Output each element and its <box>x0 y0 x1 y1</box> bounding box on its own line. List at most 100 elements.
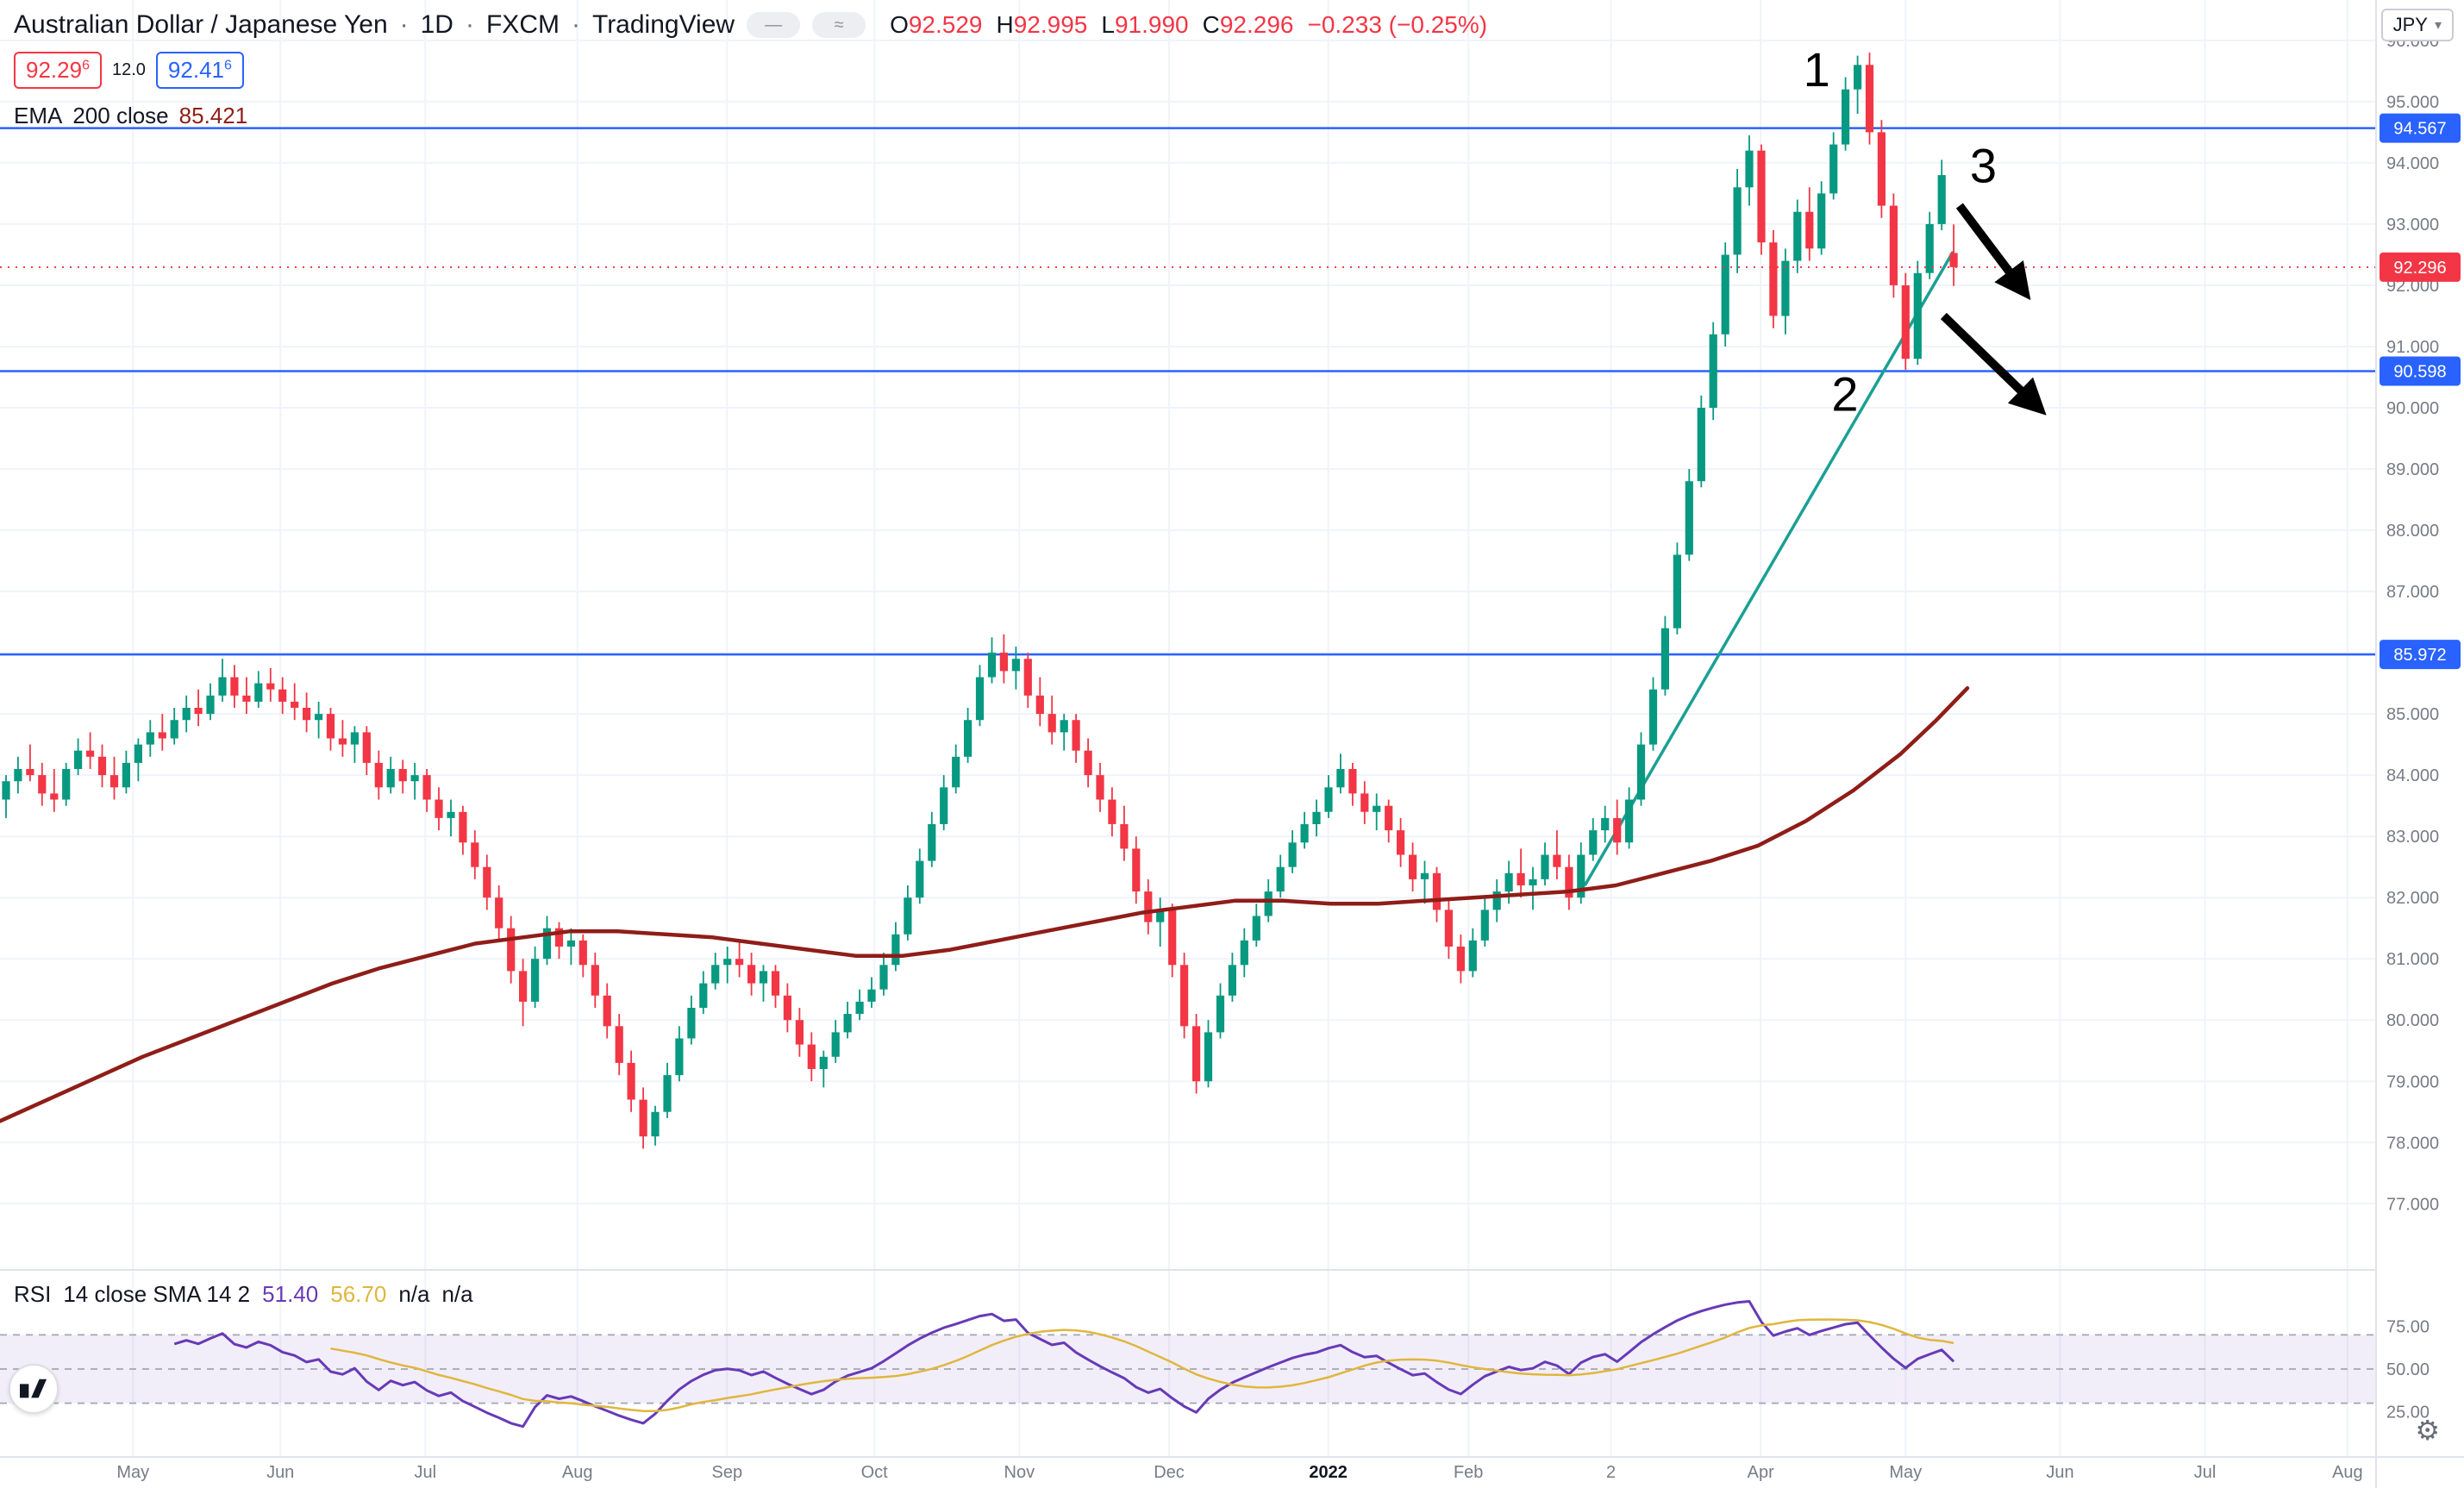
svg-text:88.000: 88.000 <box>2386 522 2439 541</box>
svg-text:Apr: Apr <box>1748 1463 1774 1482</box>
high-value: 92.995 <box>1013 11 1088 38</box>
open-value: 92.529 <box>908 11 983 38</box>
rsi-name: RSI <box>14 1281 52 1307</box>
currency-unit-dropdown[interactable]: JPY ▾ <box>2380 9 2454 41</box>
svg-text:94.000: 94.000 <box>2386 154 2439 173</box>
svg-text:50.00: 50.00 <box>2386 1360 2430 1379</box>
separator-dot: · <box>571 10 580 39</box>
ask-sup-digit: 6 <box>224 58 232 73</box>
buy-price-button[interactable]: 92.416 <box>155 52 244 90</box>
svg-text:Aug: Aug <box>2332 1463 2363 1482</box>
svg-text:85.972: 85.972 <box>2393 646 2446 665</box>
price-axis[interactable] <box>2376 0 2464 1488</box>
ema-200-line[interactable] <box>0 685 1970 1123</box>
svg-text:92.296: 92.296 <box>2393 259 2446 278</box>
axis-price-badge[interactable] <box>2380 356 2461 386</box>
svg-text:87.000: 87.000 <box>2386 583 2439 602</box>
svg-text:91.000: 91.000 <box>2386 338 2439 357</box>
svg-text:95.000: 95.000 <box>2386 93 2439 112</box>
svg-text:80.000: 80.000 <box>2386 1011 2439 1030</box>
svg-text:93.000: 93.000 <box>2386 216 2439 234</box>
spread-value: 12.0 <box>111 60 146 80</box>
svg-text:Oct: Oct <box>861 1463 889 1482</box>
wave-label[interactable]: 2 <box>1831 367 1858 422</box>
svg-text:Jun: Jun <box>2046 1463 2073 1482</box>
svg-text:Feb: Feb <box>1454 1463 1483 1482</box>
trend-line[interactable] <box>1583 251 1954 886</box>
rsi-sma-line <box>330 1318 1954 1413</box>
separator-dot: · <box>399 10 409 39</box>
rsi-na-value-2: n/a <box>441 1281 473 1307</box>
svg-text:May: May <box>116 1463 149 1482</box>
sell-price-button[interactable]: 92.296 <box>14 52 102 90</box>
svg-text:Aug: Aug <box>562 1463 593 1482</box>
axis-price-badge[interactable] <box>2380 640 2461 670</box>
rsi-na-value-1: n/a <box>398 1281 430 1307</box>
svg-text:82.000: 82.000 <box>2386 889 2439 908</box>
separator-dot: · <box>465 10 474 39</box>
exchange-label[interactable]: FXCM <box>485 10 560 39</box>
svg-text:84.000: 84.000 <box>2386 766 2439 785</box>
rsi-params: 14 close SMA 14 2 <box>63 1281 251 1307</box>
rsi-legend-row[interactable]: RSI 14 close SMA 14 2 51.40 56.70 n/a n/… <box>14 1281 473 1308</box>
chart-legend: Australian Dollar / Japanese Yen · 1D · … <box>14 10 1487 129</box>
close-value: 92.296 <box>1219 11 1294 38</box>
ema-legend-row[interactable]: EMA 200 close 85.421 <box>14 103 1487 129</box>
svg-text:May: May <box>1889 1463 1922 1482</box>
svg-text:90.598: 90.598 <box>2393 363 2446 382</box>
svg-text:Jul: Jul <box>2194 1463 2217 1482</box>
close-label: C <box>1202 11 1220 38</box>
svg-text:Sep: Sep <box>712 1463 743 1482</box>
bid-ask-row: 92.296 12.0 92.416 <box>14 52 1487 90</box>
svg-text:Jun: Jun <box>266 1463 294 1482</box>
chevron-down-icon: ▾ <box>2434 18 2442 33</box>
tradingview-logo-mark <box>20 1379 47 1398</box>
svg-text:2: 2 <box>1606 1463 1616 1482</box>
price-tick-labels: 96.00095.00094.00093.00092.00091.00090.0… <box>2386 32 2439 1422</box>
rsi-sma-value: 56.70 <box>330 1281 387 1307</box>
annotation-arrow[interactable] <box>1940 312 2047 416</box>
svg-text:75.00: 75.00 <box>2386 1318 2430 1337</box>
candles-layer <box>2 53 1958 1149</box>
time-axis[interactable]: May Jun Jul Aug Sep Oct Nov Dec 2022 Feb 2 Apr May Ju… <box>116 1463 2362 1482</box>
ema-name: EMA <box>14 103 63 129</box>
currency-label: JPY <box>2392 14 2428 35</box>
grid-lines <box>0 0 2376 1457</box>
rsi-line <box>173 1300 1955 1429</box>
axis-price-badge[interactable] <box>2380 252 2461 282</box>
svg-text:85.000: 85.000 <box>2386 705 2439 724</box>
indicator-badge-dash-icon[interactable]: — <box>747 12 801 38</box>
low-label: L <box>1101 11 1115 38</box>
symbol-header-row: Australian Dollar / Japanese Yen · 1D · … <box>14 10 1487 40</box>
ema-params: 200 close <box>72 103 169 129</box>
ema-value: 85.421 <box>178 103 248 129</box>
svg-text:Jul: Jul <box>415 1463 437 1482</box>
svg-text:2022: 2022 <box>1309 1463 1348 1482</box>
interval-label[interactable]: 1D <box>420 10 453 39</box>
svg-text:94.567: 94.567 <box>2393 120 2446 139</box>
bid-sup-digit: 6 <box>82 58 90 73</box>
svg-text:83.000: 83.000 <box>2386 828 2439 847</box>
axis-price-badge[interactable] <box>2380 113 2461 143</box>
rsi-value: 51.40 <box>262 1281 319 1307</box>
annotation-arrow[interactable] <box>1955 203 2031 301</box>
platform-label[interactable]: TradingView <box>591 10 735 39</box>
low-value: 91.990 <box>1114 11 1189 38</box>
indicator-badge-wave-icon[interactable]: ≈ <box>812 12 866 38</box>
tradingview-logo[interactable] <box>9 1364 59 1414</box>
svg-text:Nov: Nov <box>1004 1463 1035 1482</box>
svg-text:Dec: Dec <box>1154 1463 1185 1482</box>
wave-label[interactable]: 1 <box>1804 42 1830 97</box>
svg-text:25.00: 25.00 <box>2386 1404 2430 1422</box>
svg-text:77.000: 77.000 <box>2386 1195 2439 1214</box>
svg-text:90.000: 90.000 <box>2386 399 2439 418</box>
wave-label[interactable]: 3 <box>1970 139 1997 193</box>
change-value: −0.233 (−0.25%) <box>1307 11 1488 38</box>
ohlc-readout: O92.529 H92.995 L91.990 C92.296 −0.233 (… <box>890 11 1487 39</box>
open-label: O <box>890 11 909 38</box>
pane-settings-gear-icon[interactable]: ⚙ <box>2415 1415 2440 1446</box>
symbol-title[interactable]: Australian Dollar / Japanese Yen <box>14 10 388 39</box>
